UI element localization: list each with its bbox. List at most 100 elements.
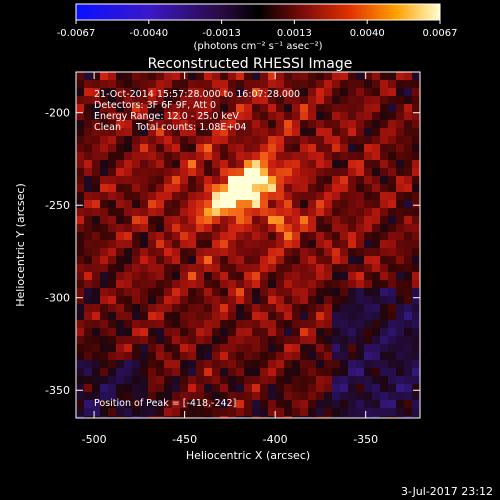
heatmap-cell xyxy=(164,384,172,392)
heatmap-cell xyxy=(380,360,388,368)
heatmap-cell xyxy=(396,304,404,312)
heatmap-cell xyxy=(92,80,100,88)
heatmap-cell xyxy=(316,80,324,88)
heatmap-cell xyxy=(412,320,420,328)
heatmap-cell xyxy=(148,144,156,152)
heatmap-cell xyxy=(332,160,340,168)
heatmap-cell xyxy=(148,288,156,296)
heatmap-cell xyxy=(388,232,396,240)
heatmap-cell xyxy=(348,352,356,360)
heatmap-cell xyxy=(124,144,132,152)
heatmap-cell xyxy=(292,184,300,192)
heatmap-cell xyxy=(84,216,92,224)
heatmap-cell xyxy=(356,96,364,104)
heatmap-cell xyxy=(300,272,308,280)
heatmap-cell xyxy=(132,400,140,408)
heatmap-cell xyxy=(76,72,84,80)
heatmap-cell xyxy=(220,152,228,160)
heatmap-cell xyxy=(196,368,204,376)
heatmap-cell xyxy=(268,320,276,328)
heatmap-cell xyxy=(92,256,100,264)
heatmap-cell xyxy=(124,240,132,248)
heatmap-cell xyxy=(132,208,140,216)
heatmap-cell xyxy=(172,88,180,96)
heatmap-cell xyxy=(244,128,252,136)
heatmap-cell xyxy=(212,392,220,400)
heatmap-cell xyxy=(308,272,316,280)
heatmap-cell xyxy=(380,72,388,80)
heatmap-cell xyxy=(404,184,412,192)
heatmap-cell xyxy=(324,336,332,344)
heatmap-cell xyxy=(92,144,100,152)
heatmap-cell xyxy=(316,160,324,168)
heatmap-cell xyxy=(260,248,268,256)
heatmap-cell xyxy=(268,104,276,112)
heatmap-cell xyxy=(300,376,308,384)
heatmap-cell xyxy=(308,80,316,88)
y-tick-label: -300 xyxy=(45,292,70,305)
heatmap-cell xyxy=(180,320,188,328)
heatmap-cell xyxy=(204,248,212,256)
heatmap-cell xyxy=(188,120,196,128)
heatmap-cell xyxy=(180,280,188,288)
heatmap-cell xyxy=(268,392,276,400)
annotation-detectors: Detectors: 3F 6F 9F, Att 0 xyxy=(94,100,216,111)
heatmap-cell xyxy=(76,368,84,376)
heatmap-cell xyxy=(276,288,284,296)
heatmap-cell xyxy=(140,176,148,184)
heatmap-cell xyxy=(116,288,124,296)
heatmap-cell xyxy=(388,264,396,272)
heatmap-cell xyxy=(332,392,340,400)
heatmap-cell xyxy=(284,312,292,320)
heatmap-cell xyxy=(308,72,316,80)
heatmap-cell xyxy=(308,360,316,368)
heatmap-cell xyxy=(164,336,172,344)
heatmap-cell xyxy=(140,120,148,128)
heatmap-cell xyxy=(116,256,124,264)
heatmap-cell xyxy=(100,216,108,224)
heatmap-cell xyxy=(372,192,380,200)
heatmap-cell xyxy=(324,120,332,128)
heatmap-cell xyxy=(180,296,188,304)
heatmap-cell xyxy=(124,256,132,264)
heatmap-cell xyxy=(148,216,156,224)
heatmap-cell xyxy=(324,304,332,312)
heatmap-cell xyxy=(212,296,220,304)
heatmap-cell xyxy=(324,296,332,304)
heatmap-cell xyxy=(220,368,228,376)
heatmap-cell xyxy=(236,168,244,176)
heatmap-cell xyxy=(260,360,268,368)
heatmap-cell xyxy=(172,360,180,368)
heatmap-cell xyxy=(300,144,308,152)
heatmap-cell xyxy=(132,360,140,368)
heatmap-cell xyxy=(308,144,316,152)
heatmap-cell xyxy=(220,120,228,128)
heatmap-cell xyxy=(404,416,412,418)
heatmap-cell xyxy=(404,288,412,296)
heatmap-cell xyxy=(100,120,108,128)
heatmap-cell xyxy=(276,184,284,192)
heatmap-cell xyxy=(244,200,252,208)
heatmap-cell xyxy=(204,144,212,152)
heatmap-cell xyxy=(284,296,292,304)
heatmap-cell xyxy=(316,96,324,104)
heatmap-cell xyxy=(196,296,204,304)
heatmap-cell xyxy=(148,240,156,248)
heatmap-cell xyxy=(276,96,284,104)
heatmap-cell xyxy=(404,392,412,400)
heatmap-cell xyxy=(116,336,124,344)
heatmap-cell xyxy=(276,336,284,344)
heatmap-cell xyxy=(108,96,116,104)
heatmap-cell xyxy=(364,280,372,288)
heatmap-cell xyxy=(396,368,404,376)
heatmap-cell xyxy=(292,344,300,352)
heatmap-cell xyxy=(132,264,140,272)
heatmap-cell xyxy=(228,392,236,400)
heatmap-cell xyxy=(148,184,156,192)
heatmap-cell xyxy=(132,320,140,328)
heatmap-cell xyxy=(100,416,108,418)
heatmap-cell xyxy=(188,104,196,112)
peak-position-label: Position of Peak = [-418,-242] xyxy=(94,398,236,409)
heatmap-cell xyxy=(412,240,420,248)
heatmap-cell xyxy=(276,80,284,88)
